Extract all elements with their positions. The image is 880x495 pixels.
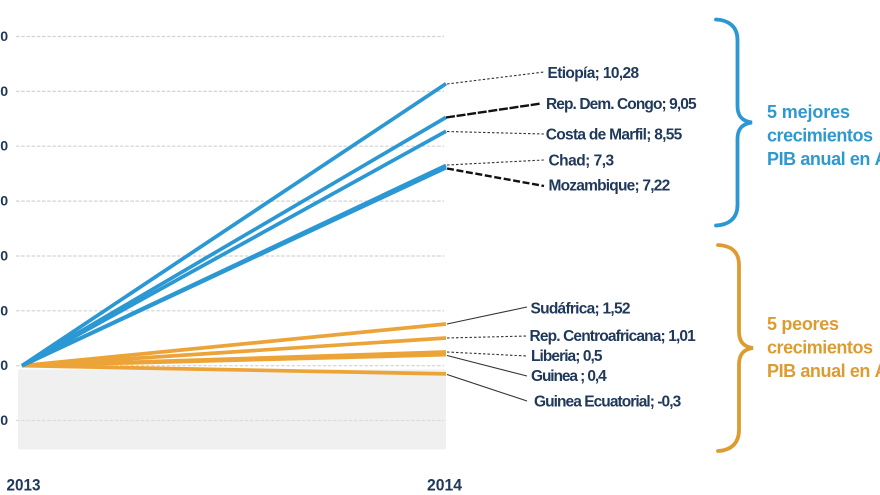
- svg-text:crecimientos: crecimientos: [767, 126, 873, 146]
- svg-text:0: 0: [0, 84, 8, 100]
- svg-text:Guinea Ecuatorial; -0,3: Guinea Ecuatorial; -0,3: [534, 394, 682, 411]
- svg-text:Sudáfrica; 1,52: Sudáfrica; 1,52: [531, 301, 631, 318]
- svg-text:0: 0: [0, 139, 8, 155]
- svg-text:0: 0: [0, 303, 8, 319]
- svg-text:0: 0: [0, 249, 8, 265]
- svg-text:Rep. Centroafricana; 1,01: Rep. Centroafricana; 1,01: [530, 328, 697, 345]
- svg-text:crecimientos: crecimientos: [767, 338, 873, 358]
- svg-text:2013: 2013: [7, 477, 41, 495]
- svg-text:Chad; 7,3: Chad; 7,3: [549, 153, 615, 170]
- svg-text:5 peores: 5 peores: [767, 314, 839, 334]
- svg-text:Mozambique; 7,22: Mozambique; 7,22: [549, 178, 671, 195]
- svg-text:2014: 2014: [427, 477, 463, 495]
- svg-text:Etiopía; 10,28: Etiopía; 10,28: [548, 65, 640, 82]
- svg-text:0: 0: [0, 194, 8, 210]
- svg-text:Costa de Marfil; 8,55: Costa de Marfil; 8,55: [546, 127, 683, 144]
- svg-text:PIB anual en África: PIB anual en África: [767, 360, 880, 381]
- svg-text:0: 0: [0, 413, 8, 429]
- svg-text:PIB anual en África: PIB anual en África: [767, 148, 880, 169]
- svg-text:5 mejores: 5 mejores: [767, 102, 850, 122]
- svg-text:Rep. Dem. Congo; 9,05: Rep. Dem. Congo; 9,05: [546, 96, 697, 113]
- svg-text:Guinea ; 0,4: Guinea ; 0,4: [531, 368, 607, 385]
- svg-text:0: 0: [0, 29, 8, 45]
- svg-text:0: 0: [0, 358, 8, 374]
- svg-text:Liberia; 0,5: Liberia; 0,5: [531, 348, 603, 365]
